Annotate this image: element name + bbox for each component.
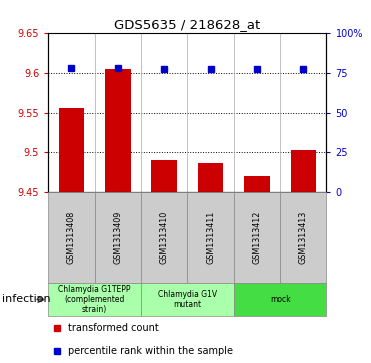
Bar — [244, 176, 270, 192]
Bar — [141, 283, 234, 316]
Text: GSM1313408: GSM1313408 — [67, 211, 76, 264]
Bar — [198, 163, 223, 192]
Bar — [48, 283, 141, 316]
Text: GSM1313409: GSM1313409 — [113, 211, 122, 265]
Text: GSM1313410: GSM1313410 — [160, 211, 169, 264]
Text: GSM1313411: GSM1313411 — [206, 211, 215, 264]
Bar — [234, 192, 280, 283]
Text: transformed count: transformed count — [68, 323, 158, 333]
Bar — [290, 150, 316, 192]
Text: GSM1313412: GSM1313412 — [252, 211, 262, 265]
Bar — [59, 108, 84, 192]
Text: GSM1313413: GSM1313413 — [299, 211, 308, 264]
Bar — [105, 69, 131, 192]
Text: Chlamydia G1TEPP
(complemented
strain): Chlamydia G1TEPP (complemented strain) — [58, 285, 131, 314]
Bar — [187, 192, 234, 283]
Text: Chlamydia G1V
mutant: Chlamydia G1V mutant — [158, 290, 217, 309]
Bar — [95, 192, 141, 283]
Bar — [234, 283, 326, 316]
Bar — [48, 192, 95, 283]
Text: mock: mock — [270, 295, 290, 304]
Bar — [151, 160, 177, 192]
Text: infection: infection — [2, 294, 50, 305]
Bar — [141, 192, 187, 283]
Text: percentile rank within the sample: percentile rank within the sample — [68, 346, 233, 356]
Bar — [280, 192, 326, 283]
Title: GDS5635 / 218628_at: GDS5635 / 218628_at — [114, 19, 260, 32]
